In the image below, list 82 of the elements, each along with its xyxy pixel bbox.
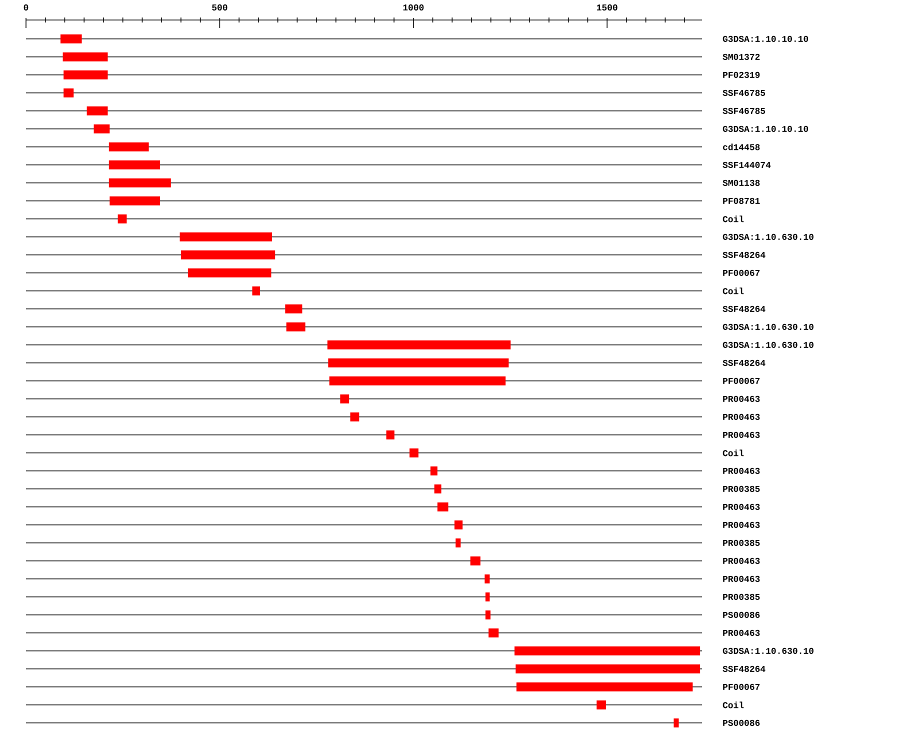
y-tick-label: PR00463: [723, 558, 760, 564]
bar: [386, 430, 394, 440]
y-tick-label: PR00463: [723, 504, 760, 510]
bar: [514, 646, 700, 656]
bar: [252, 286, 260, 296]
y-tick-label: PF00067: [723, 378, 760, 384]
y-tick-label: PR00385: [723, 486, 760, 492]
bar: [516, 682, 693, 692]
bar: [94, 124, 110, 134]
bar: [470, 556, 480, 566]
y-tick-label: PR00463: [723, 522, 760, 528]
bar: [110, 196, 160, 206]
bar: [485, 592, 490, 602]
y-tick-label: G3DSA:1.10.630.10: [722, 324, 814, 330]
y-tick-label: SSF48264: [722, 360, 766, 366]
y-tick-label: Coil: [722, 702, 744, 708]
bar: [485, 610, 490, 620]
bar: [180, 232, 272, 242]
bar: [437, 502, 448, 512]
bar: [327, 340, 511, 350]
bar: [430, 466, 438, 476]
bar: [596, 700, 606, 710]
y-tick-label: PR00463: [723, 432, 760, 438]
bar: [60, 34, 82, 44]
bar: [64, 88, 74, 98]
y-tick-label: Coil: [722, 216, 744, 222]
bar: [410, 448, 418, 458]
x-tick-label: 0: [24, 4, 28, 10]
x-tick-label: 1000: [403, 4, 424, 10]
bar: [180, 250, 276, 260]
y-tick-label: SSF48264: [722, 666, 766, 672]
bar: [674, 718, 679, 728]
y-tick-label: PS00086: [723, 612, 760, 618]
bar: [108, 160, 160, 170]
bar: [108, 142, 149, 152]
y-tick-label: G3DSA:1.10.10.10: [722, 126, 808, 132]
bar: [456, 538, 461, 548]
y-tick-label: Coil: [722, 288, 744, 294]
y-tick-label: PF02319: [723, 72, 760, 78]
y-tick-label: PR00463: [723, 576, 760, 582]
bar: [286, 322, 306, 332]
bar: [86, 106, 108, 116]
bar: [285, 304, 302, 314]
bar: [329, 376, 506, 386]
y-tick-label: SM01372: [722, 54, 760, 60]
y-tick-label: PR00463: [723, 414, 760, 420]
y-tick-label: PR00463: [723, 468, 760, 474]
bar: [64, 70, 108, 80]
y-tick-label: SSF46785: [722, 108, 766, 114]
bar: [434, 484, 442, 494]
y-tick-label: PR00463: [723, 396, 760, 402]
x-tick-label: 500: [212, 4, 228, 10]
y-tick-label: G3DSA:1.10.10.10: [722, 36, 808, 42]
bar: [484, 574, 490, 584]
bar: [516, 664, 700, 674]
y-tick-label: PR00385: [723, 594, 760, 600]
y-tick-label: PR00463: [723, 630, 760, 636]
y-tick-label: PF00067: [723, 684, 760, 690]
y-tick-label: SSF48264: [722, 252, 766, 258]
y-tick-label: SSF144074: [722, 162, 771, 168]
bar: [488, 628, 499, 638]
y-tick-label: SSF48264: [722, 306, 766, 312]
bar: [188, 268, 272, 278]
y-tick-label: PR00385: [723, 540, 760, 546]
bar: [328, 358, 509, 368]
y-tick-label: G3DSA:1.10.630.10: [722, 648, 814, 654]
y-tick-label: cd14458: [723, 144, 760, 150]
y-tick-label: PF00067: [723, 270, 760, 276]
bar: [340, 394, 350, 404]
x-tick-label: 1500: [596, 4, 618, 10]
bar: [118, 214, 127, 224]
y-tick-label: SM01138: [722, 180, 760, 186]
y-tick-label: G3DSA:1.10.630.10: [722, 342, 814, 348]
y-tick-label: G3DSA:1.10.630.10: [722, 234, 814, 240]
bar: [62, 52, 108, 62]
bar: [108, 178, 171, 188]
y-tick-label: PS00086: [723, 720, 760, 726]
bar: [454, 520, 463, 530]
y-tick-label: SSF46785: [722, 90, 766, 96]
y-tick-label: Coil: [722, 450, 744, 456]
bar: [350, 412, 360, 422]
y-tick-label: PF08781: [723, 198, 760, 204]
